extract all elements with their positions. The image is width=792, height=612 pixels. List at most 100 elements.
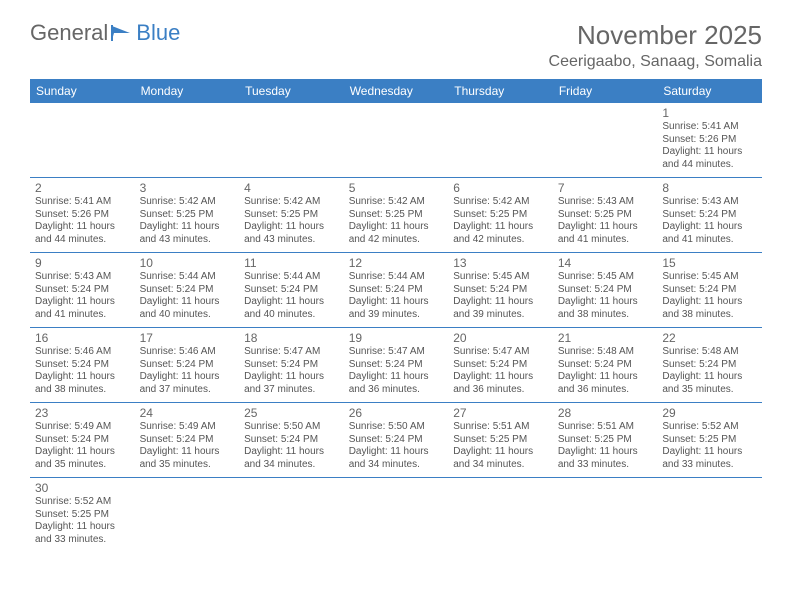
logo: General Blue	[30, 20, 180, 46]
day-number: 12	[349, 256, 444, 270]
sunset-text: Sunset: 5:25 PM	[453, 434, 548, 447]
sunrise-text: Sunrise: 5:52 AM	[662, 421, 757, 434]
calendar-cell: 30Sunrise: 5:52 AMSunset: 5:25 PMDayligh…	[30, 478, 135, 553]
day-info: Sunrise: 5:51 AMSunset: 5:25 PMDaylight:…	[453, 421, 548, 471]
sunrise-text: Sunrise: 5:45 AM	[453, 271, 548, 284]
day-header: Tuesday	[239, 79, 344, 103]
sunrise-text: Sunrise: 5:43 AM	[558, 196, 653, 209]
calendar-cell: 15Sunrise: 5:45 AMSunset: 5:24 PMDayligh…	[657, 253, 762, 328]
sunset-text: Sunset: 5:24 PM	[244, 434, 339, 447]
daylight-text: Daylight: 11 hours and 37 minutes.	[244, 371, 339, 396]
sunrise-text: Sunrise: 5:45 AM	[662, 271, 757, 284]
day-info: Sunrise: 5:42 AMSunset: 5:25 PMDaylight:…	[453, 196, 548, 246]
sunrise-text: Sunrise: 5:44 AM	[349, 271, 444, 284]
sunset-text: Sunset: 5:25 PM	[349, 209, 444, 222]
calendar-row: 9Sunrise: 5:43 AMSunset: 5:24 PMDaylight…	[30, 253, 762, 328]
day-number: 16	[35, 331, 130, 345]
day-header: Monday	[135, 79, 240, 103]
calendar-cell-empty	[344, 103, 449, 178]
calendar-cell: 12Sunrise: 5:44 AMSunset: 5:24 PMDayligh…	[344, 253, 449, 328]
sunrise-text: Sunrise: 5:50 AM	[244, 421, 339, 434]
sunset-text: Sunset: 5:24 PM	[453, 359, 548, 372]
day-number: 2	[35, 181, 130, 195]
day-number: 14	[558, 256, 653, 270]
sunrise-text: Sunrise: 5:41 AM	[35, 196, 130, 209]
calendar-row: 1Sunrise: 5:41 AMSunset: 5:26 PMDaylight…	[30, 103, 762, 178]
day-number: 27	[453, 406, 548, 420]
day-number: 24	[140, 406, 235, 420]
sunrise-text: Sunrise: 5:48 AM	[558, 346, 653, 359]
day-number: 23	[35, 406, 130, 420]
sunrise-text: Sunrise: 5:43 AM	[35, 271, 130, 284]
day-number: 15	[662, 256, 757, 270]
header: General Blue November 2025 Ceerigaabo, S…	[30, 20, 762, 71]
day-info: Sunrise: 5:52 AMSunset: 5:25 PMDaylight:…	[35, 496, 130, 546]
day-number: 11	[244, 256, 339, 270]
sunset-text: Sunset: 5:25 PM	[558, 434, 653, 447]
calendar-cell: 7Sunrise: 5:43 AMSunset: 5:25 PMDaylight…	[553, 178, 658, 253]
sunrise-text: Sunrise: 5:42 AM	[244, 196, 339, 209]
calendar-row: 2Sunrise: 5:41 AMSunset: 5:26 PMDaylight…	[30, 178, 762, 253]
calendar-cell-empty	[135, 478, 240, 553]
calendar-cell-empty	[448, 478, 553, 553]
calendar-cell: 11Sunrise: 5:44 AMSunset: 5:24 PMDayligh…	[239, 253, 344, 328]
sunset-text: Sunset: 5:26 PM	[35, 209, 130, 222]
day-info: Sunrise: 5:47 AMSunset: 5:24 PMDaylight:…	[244, 346, 339, 396]
day-info: Sunrise: 5:52 AMSunset: 5:25 PMDaylight:…	[662, 421, 757, 471]
sunrise-text: Sunrise: 5:47 AM	[349, 346, 444, 359]
day-number: 25	[244, 406, 339, 420]
calendar-cell: 20Sunrise: 5:47 AMSunset: 5:24 PMDayligh…	[448, 328, 553, 403]
sunset-text: Sunset: 5:24 PM	[349, 359, 444, 372]
calendar-cell: 3Sunrise: 5:42 AMSunset: 5:25 PMDaylight…	[135, 178, 240, 253]
day-info: Sunrise: 5:43 AMSunset: 5:24 PMDaylight:…	[35, 271, 130, 321]
day-info: Sunrise: 5:41 AMSunset: 5:26 PMDaylight:…	[35, 196, 130, 246]
sunset-text: Sunset: 5:24 PM	[349, 434, 444, 447]
sunset-text: Sunset: 5:25 PM	[558, 209, 653, 222]
sunset-text: Sunset: 5:26 PM	[662, 134, 757, 147]
day-number: 26	[349, 406, 444, 420]
calendar-cell-empty	[553, 478, 658, 553]
day-number: 19	[349, 331, 444, 345]
daylight-text: Daylight: 11 hours and 43 minutes.	[140, 221, 235, 246]
day-number: 13	[453, 256, 548, 270]
day-number: 17	[140, 331, 235, 345]
day-number: 28	[558, 406, 653, 420]
day-info: Sunrise: 5:49 AMSunset: 5:24 PMDaylight:…	[140, 421, 235, 471]
day-number: 1	[662, 106, 757, 120]
sunset-text: Sunset: 5:24 PM	[558, 359, 653, 372]
day-number: 29	[662, 406, 757, 420]
sunrise-text: Sunrise: 5:41 AM	[662, 121, 757, 134]
day-info: Sunrise: 5:50 AMSunset: 5:24 PMDaylight:…	[349, 421, 444, 471]
day-number: 7	[558, 181, 653, 195]
calendar-cell: 26Sunrise: 5:50 AMSunset: 5:24 PMDayligh…	[344, 403, 449, 478]
calendar-cell: 14Sunrise: 5:45 AMSunset: 5:24 PMDayligh…	[553, 253, 658, 328]
flag-icon	[110, 24, 134, 42]
sunset-text: Sunset: 5:24 PM	[558, 284, 653, 297]
calendar-cell-empty	[553, 103, 658, 178]
logo-text-1: General	[30, 20, 108, 46]
sunrise-text: Sunrise: 5:49 AM	[140, 421, 235, 434]
daylight-text: Daylight: 11 hours and 42 minutes.	[349, 221, 444, 246]
sunset-text: Sunset: 5:24 PM	[35, 359, 130, 372]
calendar-cell: 16Sunrise: 5:46 AMSunset: 5:24 PMDayligh…	[30, 328, 135, 403]
day-number: 21	[558, 331, 653, 345]
calendar-cell-empty	[135, 103, 240, 178]
daylight-text: Daylight: 11 hours and 43 minutes.	[244, 221, 339, 246]
calendar-cell: 22Sunrise: 5:48 AMSunset: 5:24 PMDayligh…	[657, 328, 762, 403]
day-info: Sunrise: 5:46 AMSunset: 5:24 PMDaylight:…	[35, 346, 130, 396]
day-info: Sunrise: 5:44 AMSunset: 5:24 PMDaylight:…	[244, 271, 339, 321]
day-header: Sunday	[30, 79, 135, 103]
day-info: Sunrise: 5:50 AMSunset: 5:24 PMDaylight:…	[244, 421, 339, 471]
sunset-text: Sunset: 5:24 PM	[662, 284, 757, 297]
calendar-body: 1Sunrise: 5:41 AMSunset: 5:26 PMDaylight…	[30, 103, 762, 552]
daylight-text: Daylight: 11 hours and 36 minutes.	[558, 371, 653, 396]
calendar-cell: 5Sunrise: 5:42 AMSunset: 5:25 PMDaylight…	[344, 178, 449, 253]
daylight-text: Daylight: 11 hours and 40 minutes.	[140, 296, 235, 321]
daylight-text: Daylight: 11 hours and 33 minutes.	[558, 446, 653, 471]
calendar-cell: 8Sunrise: 5:43 AMSunset: 5:24 PMDaylight…	[657, 178, 762, 253]
calendar-cell-empty	[344, 478, 449, 553]
sunset-text: Sunset: 5:24 PM	[244, 359, 339, 372]
sunrise-text: Sunrise: 5:46 AM	[35, 346, 130, 359]
calendar-cell: 10Sunrise: 5:44 AMSunset: 5:24 PMDayligh…	[135, 253, 240, 328]
day-info: Sunrise: 5:42 AMSunset: 5:25 PMDaylight:…	[140, 196, 235, 246]
